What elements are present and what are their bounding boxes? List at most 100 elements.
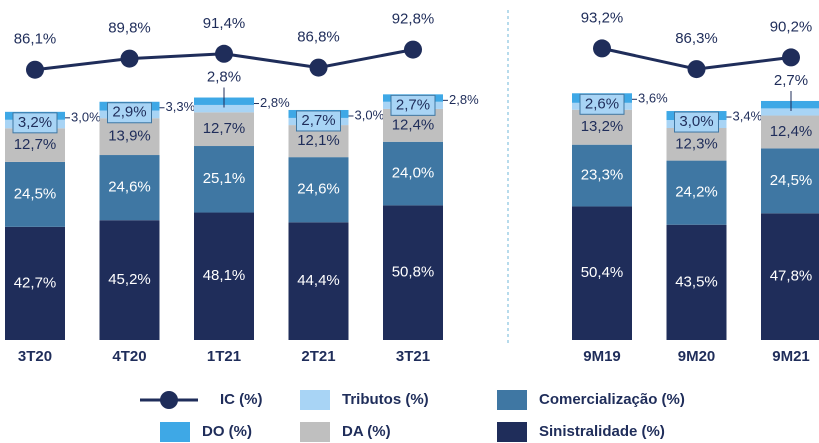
data-label: 3,2% <box>18 114 52 131</box>
data-label: 3,6% <box>638 91 668 106</box>
bar-segment <box>99 118 160 156</box>
bar-segment <box>666 160 727 225</box>
legend-label: Sinistralidade (%) <box>539 423 665 440</box>
data-label: 3,3% <box>166 99 196 114</box>
ic-marker <box>687 60 706 79</box>
data-label: 12,7% <box>203 120 246 137</box>
data-label: 3,4% <box>733 108 763 123</box>
legend-swatch <box>497 422 527 442</box>
data-label: 13,9% <box>108 128 151 145</box>
data-label: 2,8% <box>449 92 479 107</box>
data-label: 2,7% <box>396 96 430 113</box>
data-label: 24,6% <box>297 181 340 198</box>
legend-swatch <box>300 390 330 410</box>
data-label: 2,7% <box>774 72 808 89</box>
data-label: 3,0% <box>71 109 101 124</box>
data-label: 25,1% <box>203 170 246 187</box>
data-label: 92,8% <box>392 11 435 28</box>
data-label: 47,8% <box>770 268 813 285</box>
bar-segment <box>761 148 819 214</box>
ic-marker <box>782 48 800 67</box>
label-box <box>579 93 625 115</box>
bar-segment <box>194 146 254 213</box>
ic-marker <box>215 44 233 63</box>
x-tick-label: 9M21 <box>772 348 810 365</box>
data-label: 93,2% <box>581 9 624 26</box>
bar-segment <box>383 141 443 206</box>
bar-segment <box>194 112 254 147</box>
legend-swatch <box>160 422 190 442</box>
data-label: 43,5% <box>675 273 718 290</box>
legend-label: DA (%) <box>342 423 391 440</box>
data-label: 48,1% <box>203 267 246 284</box>
bar-segment <box>5 128 65 162</box>
data-label: 2,9% <box>112 104 146 121</box>
data-label: 2,8% <box>207 68 241 85</box>
data-label: 44,4% <box>297 272 340 289</box>
bar-segment <box>383 205 443 340</box>
bar-segment <box>5 226 65 340</box>
data-label: 91,4% <box>203 15 246 32</box>
data-label: 12,4% <box>770 123 813 140</box>
bar-segment <box>194 212 254 340</box>
data-label: 90,2% <box>770 18 813 35</box>
data-label: 24,5% <box>770 172 813 189</box>
x-tick-label: 9M19 <box>583 348 621 365</box>
data-label: 12,7% <box>14 136 57 153</box>
data-label: 86,8% <box>297 29 340 46</box>
label-box <box>12 112 58 134</box>
label-box <box>107 102 152 124</box>
data-label: 2,6% <box>585 95 619 112</box>
bar-segment <box>666 128 727 161</box>
legend-label: IC (%) <box>220 391 263 408</box>
data-label: 24,6% <box>108 179 151 196</box>
data-label: 24,0% <box>392 165 435 182</box>
data-label: 12,3% <box>675 135 718 152</box>
x-tick-label: 3T20 <box>18 348 52 365</box>
data-label: 12,4% <box>392 116 435 133</box>
x-tick-label: 3T21 <box>396 348 430 365</box>
legend-marker <box>160 391 178 409</box>
data-label: 3,0% <box>355 107 385 122</box>
label-box <box>296 110 341 132</box>
legend-label: DO (%) <box>202 423 252 440</box>
x-tick-label: 4T20 <box>112 348 146 365</box>
data-label: 45,2% <box>108 271 151 288</box>
data-label: 2,8% <box>260 95 290 110</box>
bar-segment <box>761 115 819 149</box>
bar-segment <box>194 104 254 113</box>
bar-segment <box>572 144 632 207</box>
legend-label: Comercialização (%) <box>539 391 685 408</box>
bar-segment <box>288 157 349 223</box>
bar-segment <box>99 220 160 340</box>
ic-marker <box>120 49 139 68</box>
bar-segment <box>666 224 727 340</box>
ic-marker <box>26 60 44 79</box>
legend-swatch <box>300 422 330 442</box>
legend-swatch <box>497 390 527 410</box>
data-label: 23,3% <box>581 167 624 184</box>
bar-segment <box>761 213 819 340</box>
data-label: 42,7% <box>14 274 57 291</box>
data-label: 50,8% <box>392 264 435 281</box>
data-label: 2,7% <box>301 112 335 129</box>
bar-segment <box>572 206 632 340</box>
x-tick-label: 9M20 <box>678 348 716 365</box>
data-label: 24,5% <box>14 185 57 202</box>
bar-segment <box>761 108 819 116</box>
data-label: 86,3% <box>675 30 718 47</box>
bar-segment <box>99 155 160 221</box>
ic-marker <box>593 39 611 58</box>
bar-segment <box>288 222 349 340</box>
legend-label: Tributos (%) <box>342 391 429 408</box>
label-box <box>674 111 719 133</box>
bar-segment <box>761 100 819 109</box>
x-tick-label: 1T21 <box>207 348 241 365</box>
bar-segment <box>5 161 65 227</box>
data-label: 24,2% <box>675 184 718 201</box>
data-label: 89,8% <box>108 20 151 37</box>
label-box <box>390 94 436 116</box>
x-tick-label: 2T21 <box>301 348 335 365</box>
data-label: 3,0% <box>679 113 713 130</box>
